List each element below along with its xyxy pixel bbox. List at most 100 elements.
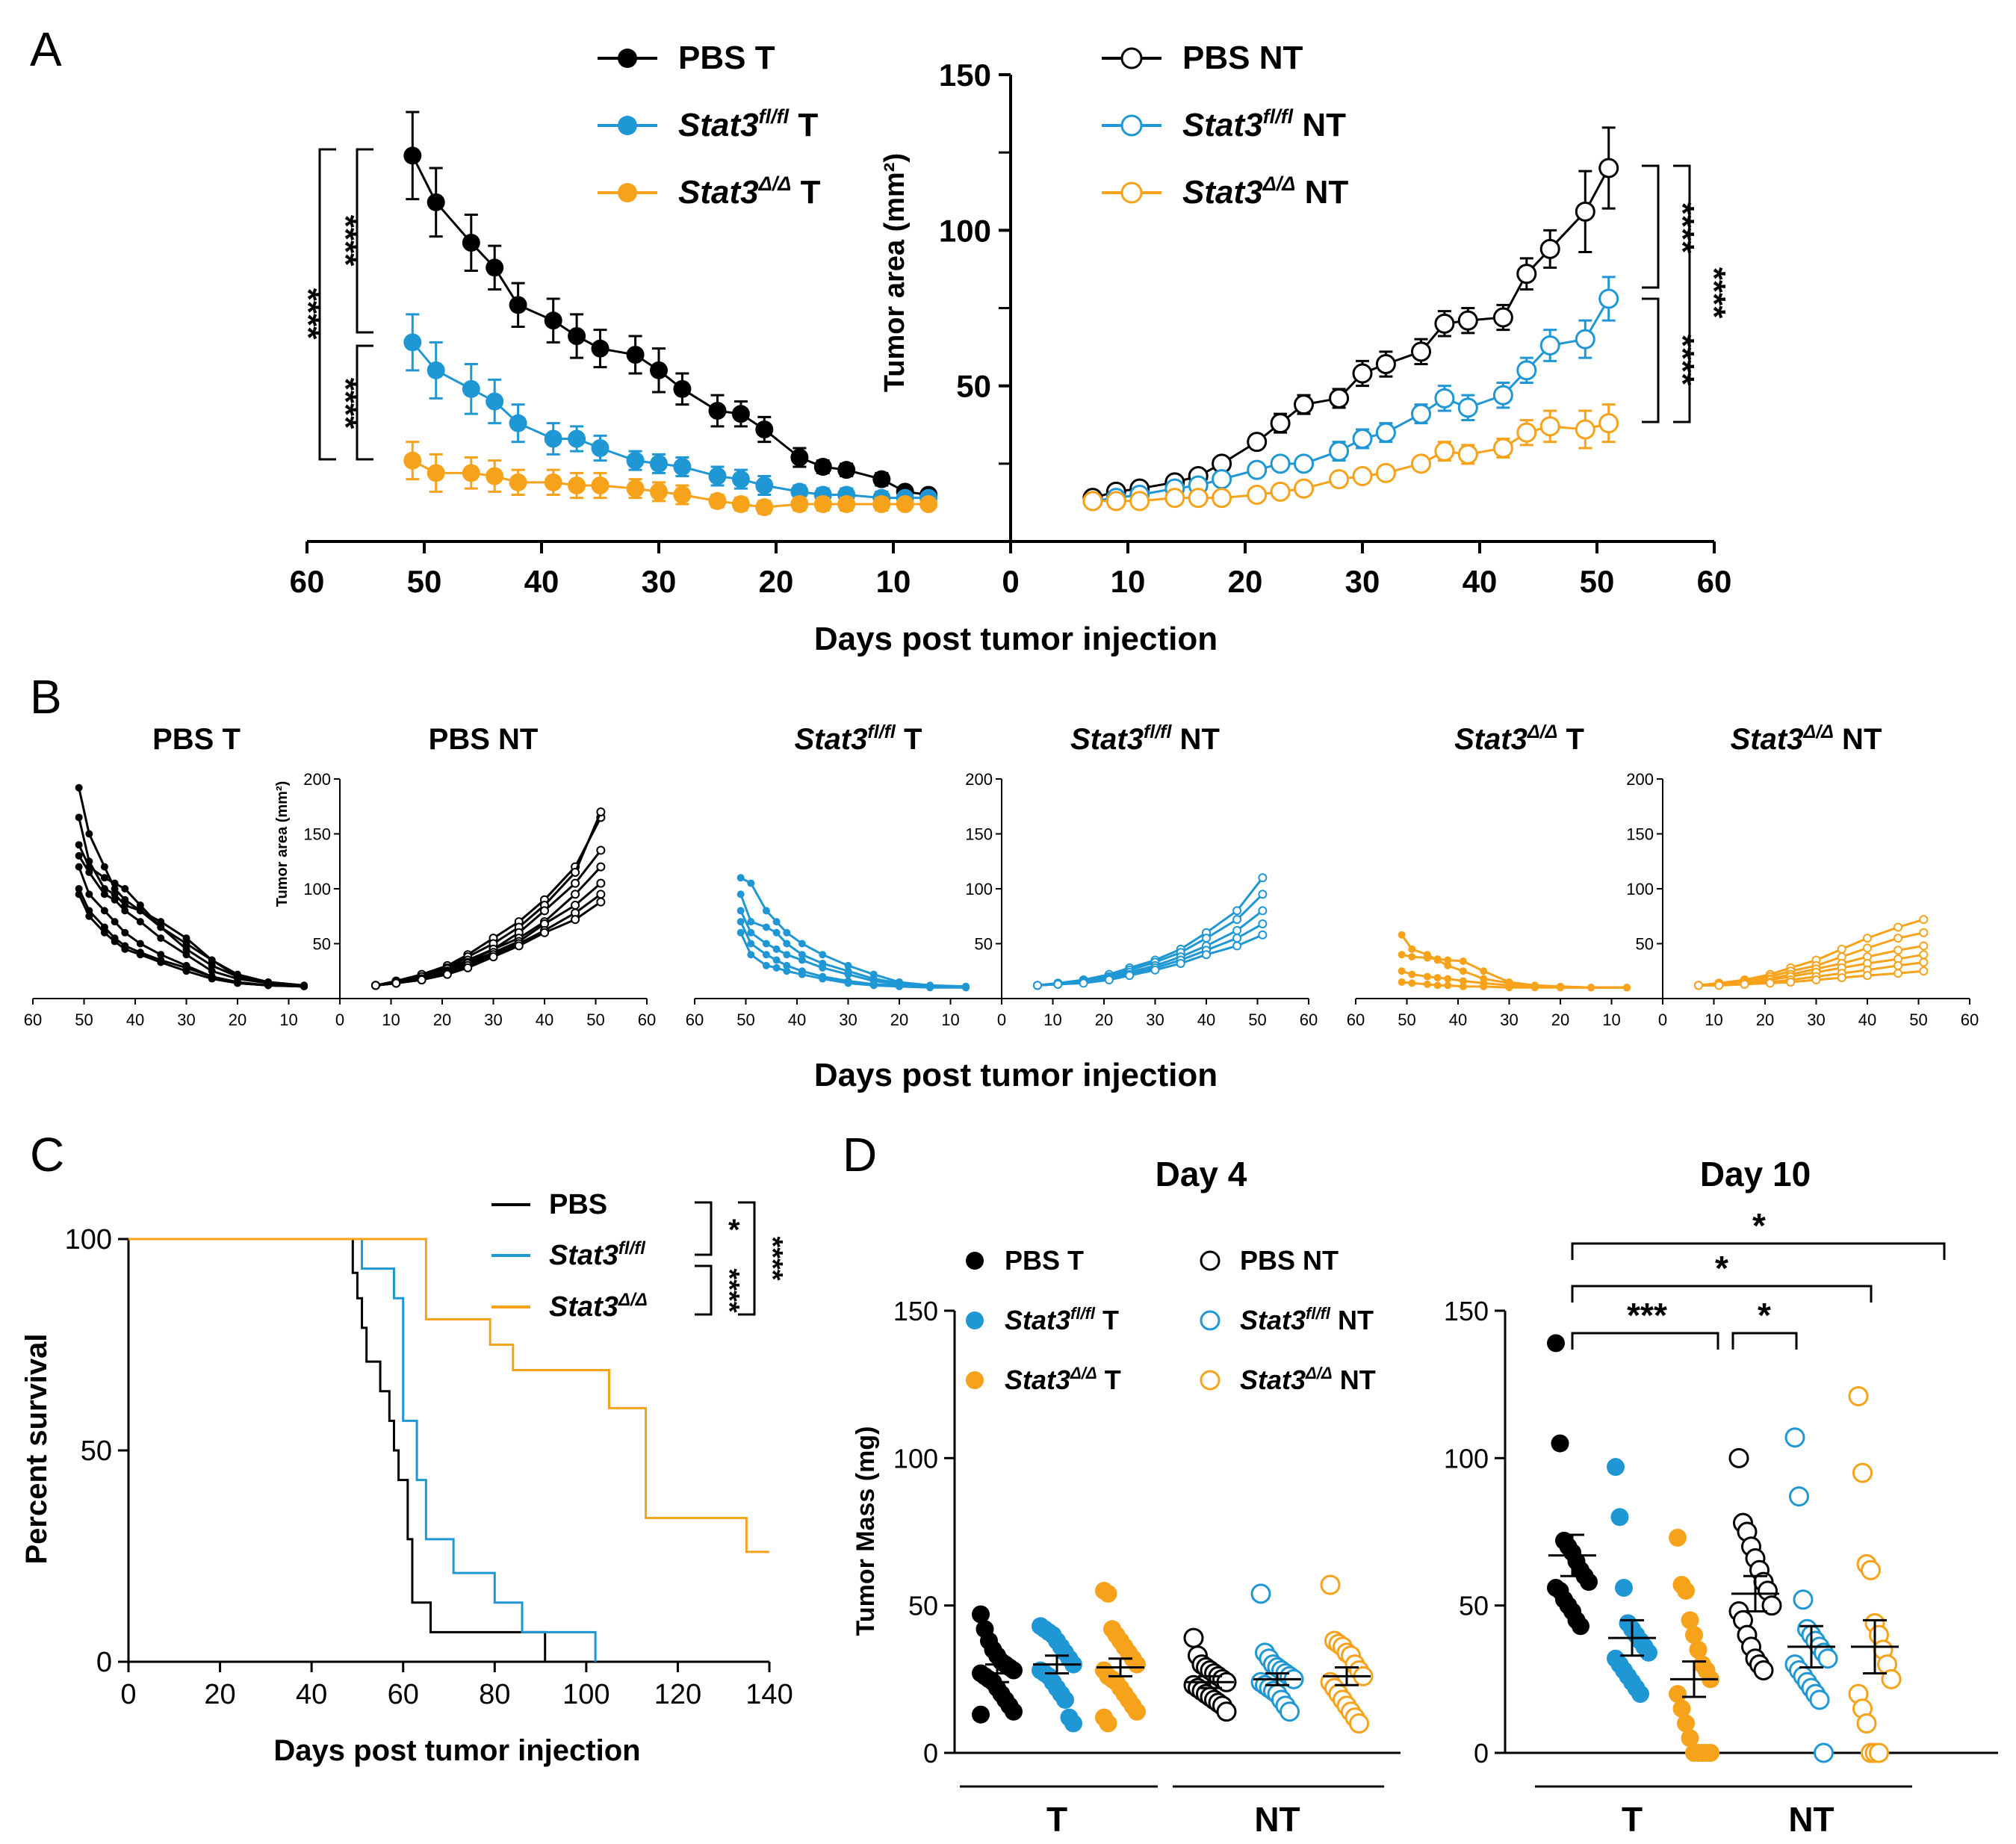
b-point [1863, 971, 1872, 981]
a-x-tick-label: 0 [1002, 564, 1019, 599]
b-point [1894, 946, 1903, 955]
b-point [1232, 906, 1242, 916]
d-legend-label: Stat3Δ/Δ NT [1240, 1364, 1376, 1395]
d-point [1610, 1508, 1629, 1527]
b-point [762, 951, 770, 959]
a-legend-marker [618, 49, 637, 68]
b-point [1765, 978, 1775, 988]
c-x-tick-label: 60 [388, 1679, 419, 1710]
a-point [1352, 363, 1373, 384]
b-point [1232, 934, 1242, 943]
a-point [591, 339, 610, 358]
a-point [591, 439, 610, 457]
a-point [872, 470, 891, 488]
b-point [596, 845, 606, 855]
b-x-tick-label: 50 [736, 1011, 754, 1029]
b-point [1258, 890, 1268, 899]
b-point [596, 897, 606, 907]
d-point [1814, 1742, 1834, 1763]
b-point [417, 975, 427, 985]
b-point [75, 863, 83, 871]
d-y-tick-label: 150 [893, 1296, 938, 1326]
a-point [1352, 466, 1373, 486]
b-point [157, 951, 165, 959]
a-legend-marker [1120, 181, 1143, 204]
d-point [1784, 1427, 1805, 1448]
a-point [650, 454, 668, 473]
b-point [100, 907, 108, 915]
a-x-tick-label: 30 [642, 564, 677, 599]
a-point [1539, 335, 1560, 356]
b-x-tick-label: 40 [788, 1011, 806, 1029]
b-curve [1037, 922, 1264, 987]
a-point [544, 311, 562, 330]
a-point [1212, 469, 1232, 490]
a-point [837, 495, 856, 513]
d-bracket-2 [1571, 1285, 1873, 1303]
d-point [1631, 1685, 1649, 1704]
a-point [1375, 462, 1396, 483]
b-point [1444, 961, 1452, 969]
b-point [75, 885, 83, 892]
d-point [1753, 1660, 1774, 1680]
b-curve [78, 855, 305, 987]
b-point [869, 981, 878, 990]
b-point [514, 941, 524, 951]
b-point [1894, 922, 1903, 932]
b-point [1398, 978, 1406, 986]
a-point [403, 333, 422, 352]
a-x-tick-label: 60 [1697, 564, 1732, 599]
a-point [1247, 432, 1268, 453]
b-point [1557, 984, 1564, 992]
b-curve [375, 816, 602, 987]
b-point [1459, 967, 1467, 975]
b-point [1693, 981, 1703, 990]
b-x-tick-label: 30 [839, 1011, 857, 1029]
d-point [1848, 1385, 1869, 1406]
a-point [427, 193, 445, 211]
b-x-tick-label: 20 [433, 1011, 451, 1029]
b-x-tick-label: 50 [1248, 1011, 1266, 1029]
d-legend-marker [1200, 1370, 1221, 1391]
d-group-label-t: T [1046, 1800, 1067, 1839]
d-point [1793, 1589, 1814, 1610]
b-curve [375, 866, 602, 987]
b-point [111, 937, 119, 946]
b-point [1786, 977, 1796, 987]
a-sig-5: **** [1664, 335, 1701, 386]
b-subplot-title: Stat3fl/fl T [795, 721, 922, 756]
b-point [571, 867, 580, 877]
panel-b-ylabel: Tumor area (mm²) [274, 781, 291, 907]
c-x-tick-label: 120 [654, 1679, 701, 1710]
b-point [798, 970, 806, 978]
b-point [596, 807, 606, 817]
d-point [1728, 1447, 1749, 1468]
b-point [391, 978, 401, 988]
a-x-tick-label: 40 [1463, 564, 1498, 599]
c-sig-3: **** [757, 1236, 788, 1280]
a-point [403, 146, 422, 165]
c-legend-label: PBS [549, 1189, 607, 1220]
d-y-tick-label: 50 [908, 1591, 938, 1621]
d-legend-marker [1200, 1250, 1221, 1271]
b-point [798, 940, 806, 948]
a-point [1082, 491, 1103, 512]
a-point [1352, 429, 1373, 449]
a-legend-marker [1120, 114, 1143, 137]
a-point [1575, 201, 1595, 222]
a-point [1457, 397, 1478, 418]
a-point [1411, 453, 1431, 474]
a-legend-label: Stat3fl/fl T [678, 105, 818, 143]
a-point [919, 495, 938, 513]
b-point [1232, 925, 1242, 935]
a-x-tick-label: 20 [759, 564, 794, 599]
b-point [1530, 984, 1539, 992]
a-point [486, 392, 504, 411]
b-point [772, 918, 781, 926]
b-point [762, 961, 770, 969]
b-point [571, 901, 580, 910]
b-x-tick-label: 20 [1551, 1011, 1569, 1029]
b-point [85, 830, 93, 838]
